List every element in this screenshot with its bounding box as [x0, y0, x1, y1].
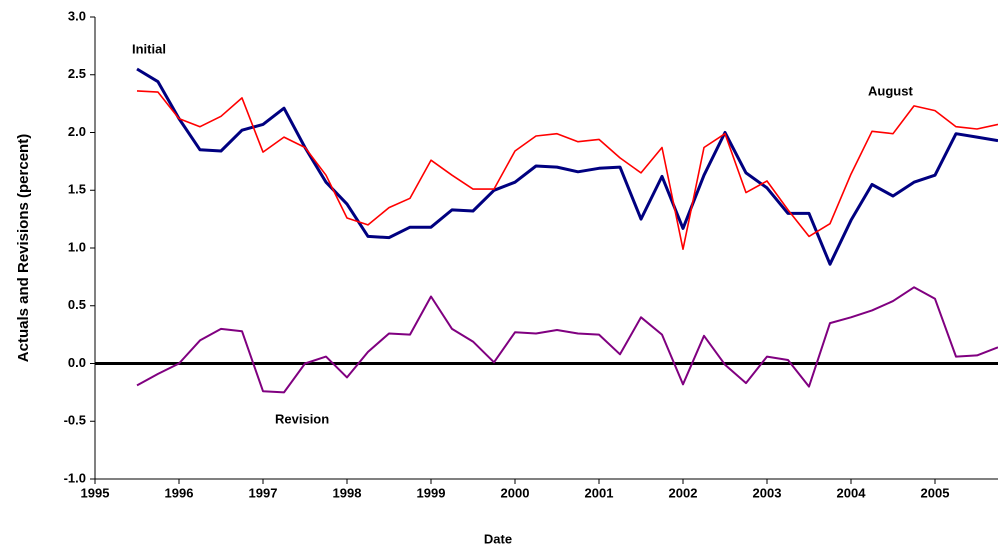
x-tick-label: 2005 [921, 485, 950, 500]
y-tick-label: -0.5 [64, 413, 86, 428]
x-tick-label: 1997 [249, 485, 278, 500]
x-tick-label: 2003 [753, 485, 782, 500]
y-tick-label: 3.0 [68, 8, 86, 23]
y-axis-label: Actuals and Revisions (percent) [15, 134, 32, 362]
x-tick-label: 1996 [165, 485, 194, 500]
x-tick-label: 1998 [333, 485, 362, 500]
x-axis-label: Date [484, 531, 512, 546]
series-line [136, 90, 998, 250]
y-tick-label: -1.0 [64, 470, 86, 485]
y-tick-label: 2.0 [68, 124, 86, 139]
series-label: Initial [132, 41, 166, 56]
x-tick-label: 2001 [585, 485, 614, 500]
series-line [136, 286, 998, 394]
y-tick-label: 0.5 [68, 297, 86, 312]
series-label: Revision [275, 411, 329, 426]
series-line [136, 67, 998, 266]
y-tick-label: 1.0 [68, 239, 86, 254]
x-tick-label: 2004 [837, 485, 867, 500]
y-tick-label: 2.5 [68, 66, 86, 81]
y-tick-label: 1.5 [68, 182, 86, 197]
x-tick-label: 2002 [669, 485, 698, 500]
x-tick-label: 1995 [81, 485, 110, 500]
x-tick-label: 1999 [417, 485, 446, 500]
series-label: August [868, 83, 913, 98]
y-tick-label: 0.0 [68, 355, 86, 370]
x-tick-label: 2000 [501, 485, 530, 500]
